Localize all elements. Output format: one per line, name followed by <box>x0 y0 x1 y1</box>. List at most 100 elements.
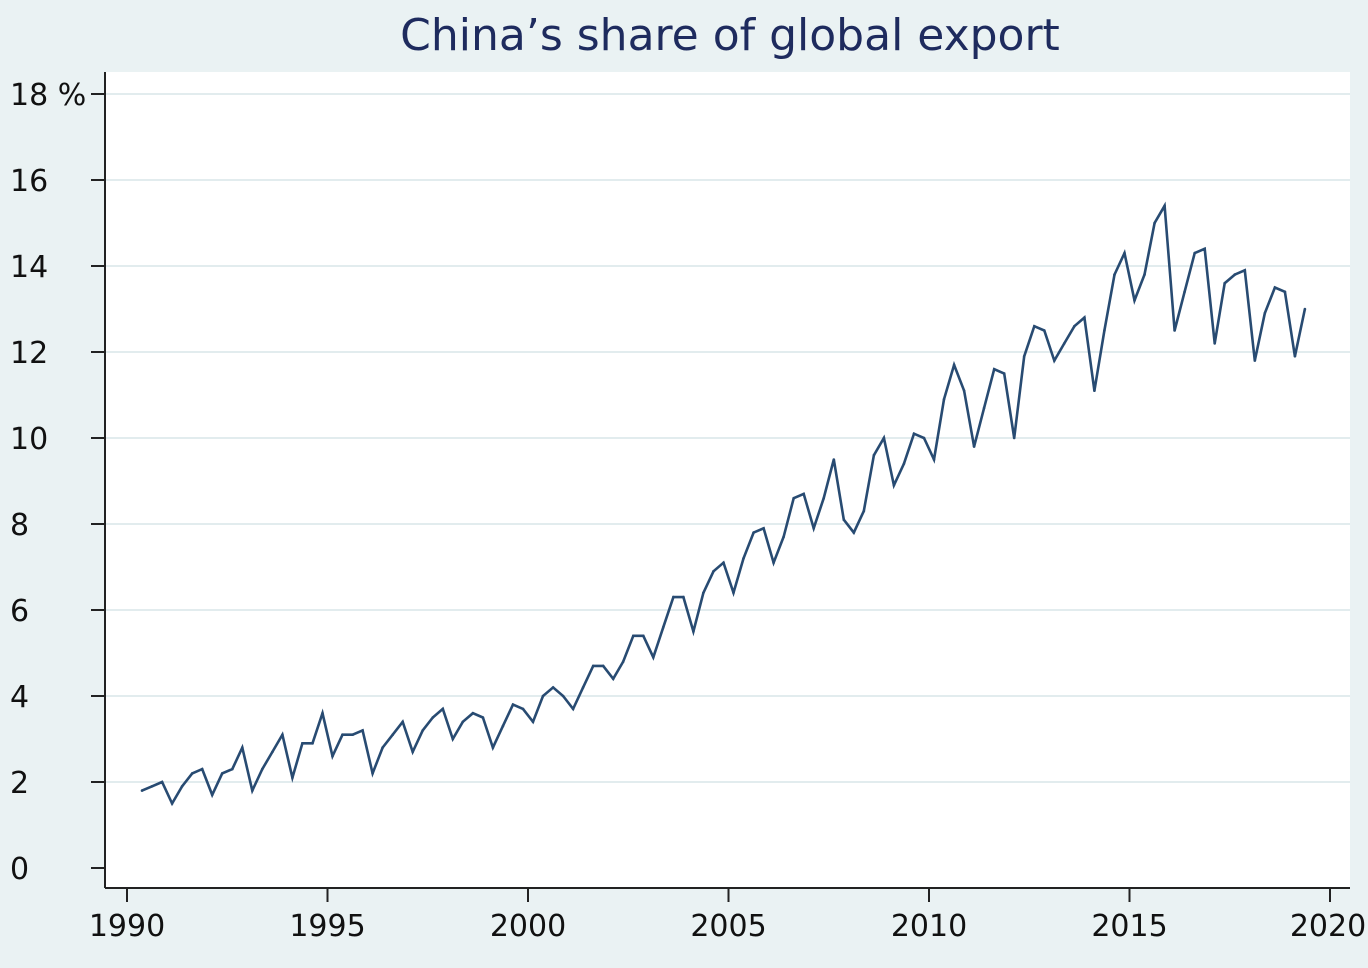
data-point <box>601 664 605 668</box>
data-point <box>632 634 635 638</box>
data-point <box>581 686 585 689</box>
data-point <box>1233 273 1237 276</box>
x-tick-label: 2020 <box>1290 909 1366 944</box>
data-point <box>521 707 525 711</box>
data-point <box>652 656 655 659</box>
data-point <box>962 389 966 393</box>
data-point <box>621 660 625 663</box>
data-point <box>531 720 535 724</box>
data-point <box>220 772 224 775</box>
data-point <box>271 750 274 754</box>
data-point <box>180 785 184 788</box>
x-tick-label: 2005 <box>690 909 766 944</box>
data-point <box>722 561 725 564</box>
data-point <box>231 767 234 771</box>
data-point <box>1193 251 1196 255</box>
y-tick-label: 8 <box>10 508 29 543</box>
data-point <box>862 509 866 513</box>
x-tick-label: 2010 <box>891 909 967 944</box>
data-point <box>1173 329 1176 332</box>
data-point <box>481 716 485 719</box>
data-point <box>391 733 395 736</box>
data-point <box>451 737 455 741</box>
data-point <box>1293 355 1297 358</box>
data-point <box>210 793 214 797</box>
y-tick-label: 2 <box>10 766 29 801</box>
data-point <box>922 436 926 440</box>
data-point <box>752 531 755 534</box>
data-point <box>762 527 765 530</box>
data-point <box>882 436 886 440</box>
data-point <box>992 367 996 371</box>
data-point <box>611 677 615 681</box>
data-point <box>150 785 154 788</box>
data-point <box>421 729 425 732</box>
data-point <box>281 733 284 736</box>
data-point <box>571 707 575 711</box>
data-point <box>892 484 896 487</box>
data-point <box>682 595 685 599</box>
data-point <box>782 535 785 539</box>
y-axis-ticks: 0 2 4 6 8 10 12 14 16 18 % <box>10 78 105 887</box>
data-point <box>1183 290 1186 294</box>
data-point <box>1223 281 1226 285</box>
y-tick-label: 12 <box>10 336 48 371</box>
data-point <box>200 767 204 771</box>
data-point <box>561 694 565 698</box>
data-point <box>702 591 705 595</box>
data-point <box>541 694 545 698</box>
grid-lines <box>105 93 1350 783</box>
plot-area <box>105 72 1350 888</box>
data-point <box>832 458 836 461</box>
data-point <box>341 733 344 736</box>
data-point <box>642 634 645 638</box>
data-point <box>331 754 334 758</box>
data-point <box>1012 436 1016 440</box>
data-point <box>371 772 374 775</box>
data-point <box>351 733 354 736</box>
data-point <box>1113 273 1116 276</box>
data-point <box>501 724 505 728</box>
data-point <box>301 742 304 745</box>
data-point <box>190 772 194 775</box>
data-point <box>511 703 515 706</box>
data-point <box>361 729 364 732</box>
y-tick-label: 6 <box>10 594 29 629</box>
data-point <box>842 518 846 521</box>
data-point <box>251 789 254 792</box>
data-point <box>461 720 465 724</box>
data-point <box>241 746 244 749</box>
data-point <box>772 561 775 564</box>
data-point <box>311 742 314 745</box>
data-point <box>1203 247 1206 251</box>
data-point <box>672 595 675 599</box>
data-point <box>1283 290 1287 294</box>
data-point <box>471 711 475 715</box>
data-point <box>441 707 445 711</box>
data-point <box>942 398 946 401</box>
data-point <box>792 496 795 500</box>
data-point <box>1103 329 1106 332</box>
data-point <box>912 432 916 436</box>
y-tick-label: 0 <box>10 852 29 887</box>
data-point <box>822 496 825 500</box>
chart-title: China’s share of global export <box>400 10 1060 61</box>
data-point <box>732 591 735 595</box>
data-point <box>261 767 264 771</box>
data-point <box>1253 359 1257 362</box>
data-point <box>932 458 936 461</box>
data-point <box>902 462 906 466</box>
data-point <box>1033 324 1036 328</box>
data-point <box>1273 286 1277 289</box>
data-point <box>1143 273 1146 276</box>
data-point <box>321 711 324 715</box>
y-tick-label: 16 <box>10 164 48 199</box>
data-point <box>1303 307 1307 311</box>
data-point <box>712 570 715 573</box>
data-point <box>1123 251 1126 255</box>
data-point <box>591 664 595 668</box>
data-point <box>551 686 555 689</box>
data-point <box>1083 316 1086 319</box>
data-point <box>1153 221 1156 225</box>
